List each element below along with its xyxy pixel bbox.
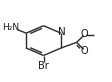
Text: O: O	[80, 29, 87, 39]
Text: O: O	[80, 46, 88, 56]
Text: Br: Br	[38, 61, 48, 71]
Text: H₂N: H₂N	[2, 23, 19, 32]
Text: N: N	[58, 27, 66, 37]
